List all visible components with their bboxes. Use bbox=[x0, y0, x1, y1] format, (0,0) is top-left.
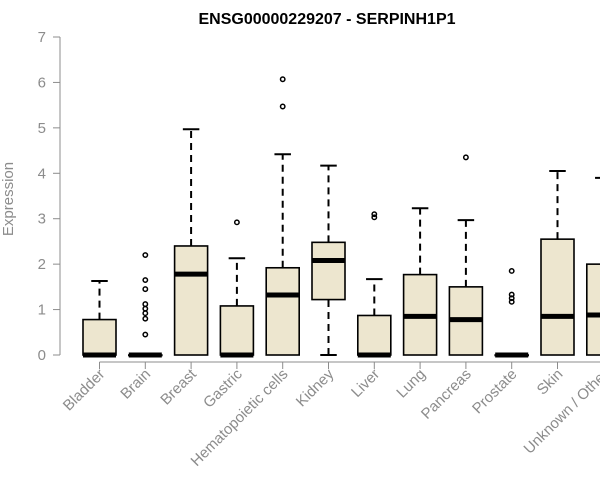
outlier-point bbox=[142, 286, 149, 293]
x-tick-label: Gastric bbox=[200, 365, 246, 411]
x-tick-label: Bladder bbox=[60, 366, 109, 415]
y-tick-label: 5 bbox=[38, 120, 46, 137]
y-tick-label: 3 bbox=[38, 211, 46, 228]
y-axis: 0 1 2 3 4 5 6 7 bbox=[38, 29, 61, 364]
outlier-point bbox=[142, 331, 149, 338]
outlier-point bbox=[142, 277, 149, 283]
box-body bbox=[585, 263, 600, 356]
box-breast bbox=[173, 128, 209, 356]
outlier-point bbox=[371, 211, 378, 218]
y-tick-label: 1 bbox=[38, 302, 46, 319]
chart-title: ENSG00000229207 - SERPINH1P1 bbox=[198, 11, 455, 28]
box-skin bbox=[540, 170, 575, 356]
box-liver bbox=[356, 211, 392, 358]
outlier-point bbox=[233, 219, 240, 226]
outlier-point bbox=[508, 291, 515, 298]
box-brain bbox=[128, 252, 163, 358]
outlier-point bbox=[508, 295, 515, 302]
box-body bbox=[265, 266, 301, 356]
box-hematopoietic-cells bbox=[265, 76, 301, 356]
box-body bbox=[173, 245, 209, 356]
y-tick-label: 2 bbox=[38, 256, 46, 273]
plot-area bbox=[82, 76, 600, 358]
outlier-point bbox=[279, 76, 286, 83]
outlier-point bbox=[142, 315, 149, 322]
box-unknown-other bbox=[585, 176, 600, 356]
x-tick-label: Liver bbox=[348, 366, 383, 401]
box-lung bbox=[402, 207, 438, 356]
box-bladder bbox=[82, 279, 117, 358]
outlier-point bbox=[142, 310, 149, 317]
y-axis-label: Expression bbox=[0, 162, 17, 236]
x-tick-label: Lung bbox=[393, 366, 429, 402]
y-tick-label: 0 bbox=[38, 347, 46, 364]
outlier-point bbox=[279, 103, 286, 110]
box-body bbox=[540, 238, 575, 356]
outlier-point bbox=[508, 298, 515, 305]
box-kidney bbox=[311, 164, 346, 356]
x-tick-label: Brain bbox=[117, 366, 154, 403]
x-tick-label: Skin bbox=[534, 366, 567, 399]
x-tick-label: Prostate bbox=[469, 366, 521, 418]
outlier-point bbox=[508, 268, 515, 274]
box-pancreas bbox=[448, 154, 484, 356]
outlier-point bbox=[142, 305, 149, 312]
outlier-point bbox=[371, 214, 378, 221]
box-body bbox=[311, 241, 346, 301]
box-prostate bbox=[494, 268, 530, 358]
x-tick-label: Kidney bbox=[293, 365, 338, 410]
box-body bbox=[82, 318, 117, 356]
y-tick-label: 7 bbox=[38, 29, 46, 46]
y-tick-label: 4 bbox=[38, 165, 46, 182]
x-tick-label: Pancreas bbox=[418, 366, 475, 423]
y-tick-label: 6 bbox=[38, 74, 46, 91]
box-gastric bbox=[219, 219, 255, 358]
box-body bbox=[219, 305, 255, 356]
box-body bbox=[356, 314, 392, 356]
x-tick-label: Breast bbox=[157, 365, 200, 408]
outlier-point bbox=[142, 301, 149, 308]
outlier-point bbox=[142, 252, 149, 259]
outlier-point bbox=[462, 154, 469, 161]
